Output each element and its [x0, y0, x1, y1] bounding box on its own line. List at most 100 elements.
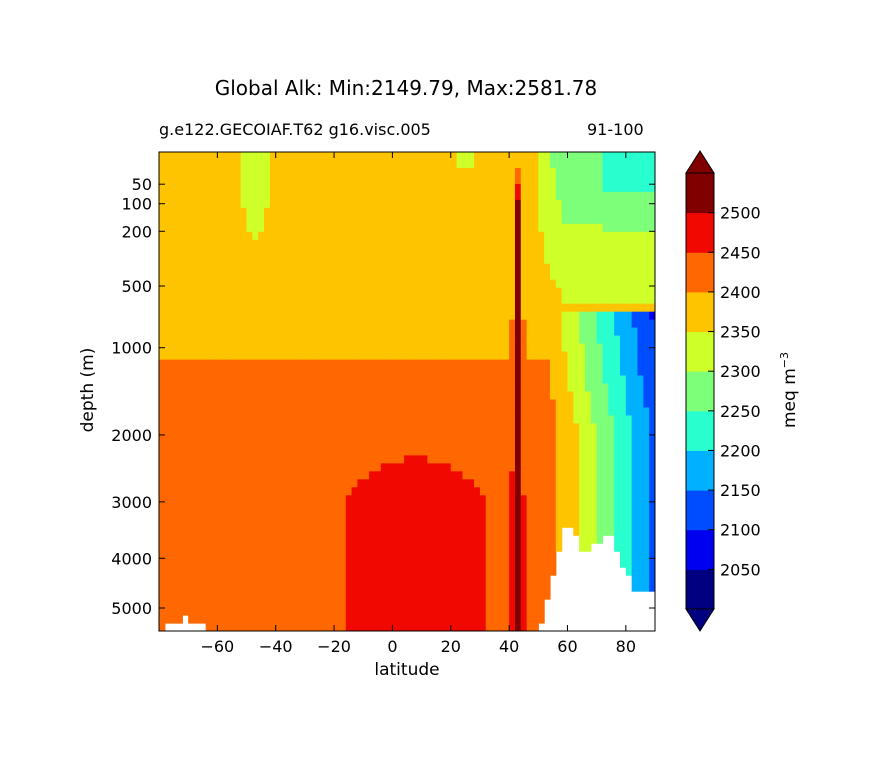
- field-cell: [234, 255, 242, 265]
- field-cell: [637, 359, 644, 369]
- field-cell: [532, 615, 539, 624]
- field-cell: [409, 167, 417, 177]
- field-cell: [509, 231, 516, 241]
- field-cell: [269, 519, 277, 528]
- field-cell: [357, 223, 364, 233]
- field-cell: [573, 479, 580, 488]
- field-cell: [643, 447, 650, 456]
- field-cell: [334, 591, 341, 600]
- field-cell: [240, 231, 248, 241]
- field-cell: [240, 415, 248, 425]
- field-cell: [293, 303, 300, 313]
- field-cell: [334, 383, 341, 393]
- field-cell: [194, 263, 201, 273]
- field-cell: [217, 431, 224, 440]
- field-cell: [444, 551, 452, 560]
- field-cell: [345, 327, 353, 337]
- field-cell: [281, 311, 288, 321]
- field-cell: [299, 599, 306, 608]
- field-cell: [223, 607, 230, 616]
- field-cell: [211, 551, 218, 560]
- field-cell: [229, 207, 236, 217]
- field-cell: [573, 183, 580, 193]
- field-cell: [252, 535, 259, 544]
- field-cell: [363, 479, 370, 488]
- field-cell: [468, 319, 475, 329]
- field-cell: [374, 303, 382, 313]
- field-cell: [170, 519, 178, 528]
- field-cell: [328, 367, 335, 377]
- field-cell: [339, 175, 347, 185]
- field-cell: [555, 503, 563, 512]
- field-cell: [258, 551, 265, 560]
- field-cell: [398, 575, 405, 584]
- field-cell: [246, 343, 253, 353]
- field-cell: [345, 207, 353, 217]
- field-cell: [450, 295, 458, 305]
- field-cell: [328, 263, 335, 273]
- field-cell: [619, 247, 627, 257]
- field-cell: [450, 479, 458, 488]
- field-cell: [310, 583, 318, 592]
- field-cell: [456, 439, 464, 448]
- field-cell: [199, 407, 207, 417]
- field-cell: [234, 167, 242, 177]
- field-cell: [258, 431, 265, 440]
- field-cell: [444, 223, 452, 233]
- field-cell: [281, 152, 288, 161]
- field-cell: [293, 199, 300, 209]
- field-cell: [439, 295, 446, 305]
- field-cell: [544, 311, 551, 321]
- field-cell: [532, 463, 539, 472]
- field-cell: [269, 559, 277, 568]
- field-cell: [234, 351, 242, 361]
- field-cell: [462, 535, 469, 544]
- field-cell: [544, 199, 551, 209]
- field-cell: [555, 295, 563, 305]
- field-cell: [188, 551, 195, 560]
- field-cell: [456, 343, 464, 353]
- field-cell: [614, 527, 621, 536]
- field-cell: [316, 311, 323, 321]
- field-cell: [427, 375, 434, 385]
- field-cell: [380, 559, 388, 568]
- field-cell: [538, 159, 545, 169]
- field-cell: [497, 223, 504, 233]
- field-cell: [322, 615, 329, 624]
- field-cell: [415, 263, 423, 273]
- field-cell: [625, 335, 633, 345]
- field-cell: [544, 327, 551, 337]
- field-cell: [637, 287, 644, 297]
- field-cell: [409, 199, 417, 209]
- field-cell: [614, 455, 621, 464]
- field-cell: [240, 175, 248, 185]
- field-cell: [520, 255, 528, 265]
- field-cell: [532, 503, 539, 512]
- field-cell: [439, 255, 446, 265]
- field-cell: [450, 255, 458, 265]
- field-cell: [415, 159, 423, 169]
- field-cell: [573, 519, 580, 528]
- field-cell: [205, 367, 213, 377]
- field-cell: [462, 407, 469, 417]
- field-cell: [304, 583, 312, 592]
- field-cell: [509, 447, 516, 456]
- field-cell: [328, 527, 335, 536]
- field-cell: [532, 343, 539, 353]
- field-cell: [485, 167, 493, 177]
- field-cell: [351, 503, 358, 512]
- field-cell: [544, 383, 551, 393]
- field-cell: [357, 439, 364, 448]
- field-cell: [474, 199, 481, 209]
- field-cell: [433, 543, 440, 552]
- field-cell: [369, 503, 376, 512]
- field-cell: [246, 303, 253, 313]
- field-cell: [619, 423, 627, 433]
- field-cell: [164, 567, 172, 576]
- field-cell: [509, 152, 516, 161]
- field-cell: [199, 351, 207, 361]
- field-cell: [339, 495, 347, 504]
- field-cell: [199, 255, 207, 265]
- field-cell: [182, 159, 189, 169]
- field-cell: [258, 519, 265, 528]
